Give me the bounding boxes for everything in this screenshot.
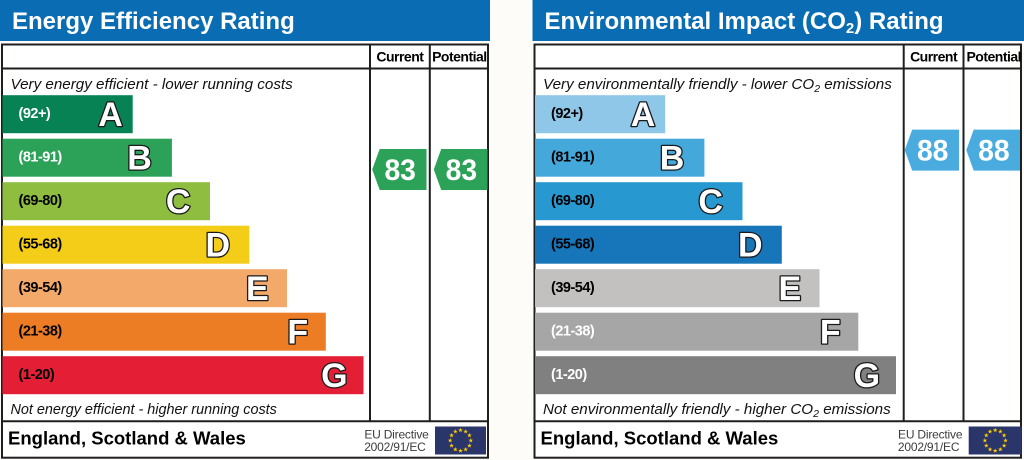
svg-text:F: F [287,313,308,351]
svg-text:Environmental Impact (CO2) Rat: Environmental Impact (CO2) Rating [545,8,944,37]
svg-text:(81-91): (81-91) [19,150,63,166]
svg-text:(1-20): (1-20) [19,367,55,383]
svg-text:(21-38): (21-38) [19,324,63,340]
svg-text:88: 88 [978,135,1010,168]
svg-text:Very environmentally friendly: Very environmentally friendly - lower CO… [543,76,892,95]
svg-text:F: F [820,313,841,351]
svg-text:Very energy efficient - lower: Very energy efficient - lower running co… [11,76,294,93]
svg-text:(55-68): (55-68) [19,237,63,253]
svg-text:(69-80): (69-80) [551,193,595,209]
svg-text:A: A [98,96,123,134]
svg-text:G: G [854,357,880,395]
svg-text:(69-80): (69-80) [19,193,63,209]
svg-text:(55-68): (55-68) [551,237,595,253]
svg-text:England, Scotland & Wales: England, Scotland & Wales [541,428,779,449]
svg-text:(39-54): (39-54) [551,280,595,296]
svg-text:2002/91/EC: 2002/91/EC [898,440,960,454]
svg-text:EU Directive: EU Directive [898,427,963,441]
svg-text:C: C [698,183,723,221]
svg-text:D: D [738,226,763,264]
svg-text:Energy Efficiency Rating: Energy Efficiency Rating [12,8,295,35]
svg-text:(21-38): (21-38) [551,324,595,340]
svg-text:G: G [321,357,347,395]
svg-text:(1-20): (1-20) [551,367,587,383]
svg-text:Potential: Potential [966,48,1021,64]
svg-text:B: B [660,139,685,177]
svg-text:A: A [631,96,656,134]
svg-text:83: 83 [384,154,416,187]
svg-text:E: E [246,270,269,308]
svg-text:EU Directive: EU Directive [364,427,429,441]
svg-text:88: 88 [917,135,949,168]
svg-text:(92+): (92+) [19,106,51,122]
svg-text:(92+): (92+) [551,106,583,122]
svg-text:Potential: Potential [432,48,487,64]
svg-text:Not environmentally friendly -: Not environmentally friendly - higher CO… [543,401,891,420]
svg-text:E: E [779,270,802,308]
svg-text:(81-91): (81-91) [551,150,595,166]
svg-text:England, Scotland & Wales: England, Scotland & Wales [8,428,246,449]
svg-text:D: D [206,226,231,264]
svg-text:B: B [127,139,152,177]
svg-text:Not energy efficient - higher: Not energy efficient - higher running co… [11,402,277,418]
svg-text:83: 83 [446,154,478,187]
svg-text:(39-54): (39-54) [19,280,63,296]
svg-text:Current: Current [910,48,958,64]
svg-text:Current: Current [376,48,424,64]
svg-text:C: C [166,183,191,221]
svg-text:2002/91/EC: 2002/91/EC [364,440,426,454]
